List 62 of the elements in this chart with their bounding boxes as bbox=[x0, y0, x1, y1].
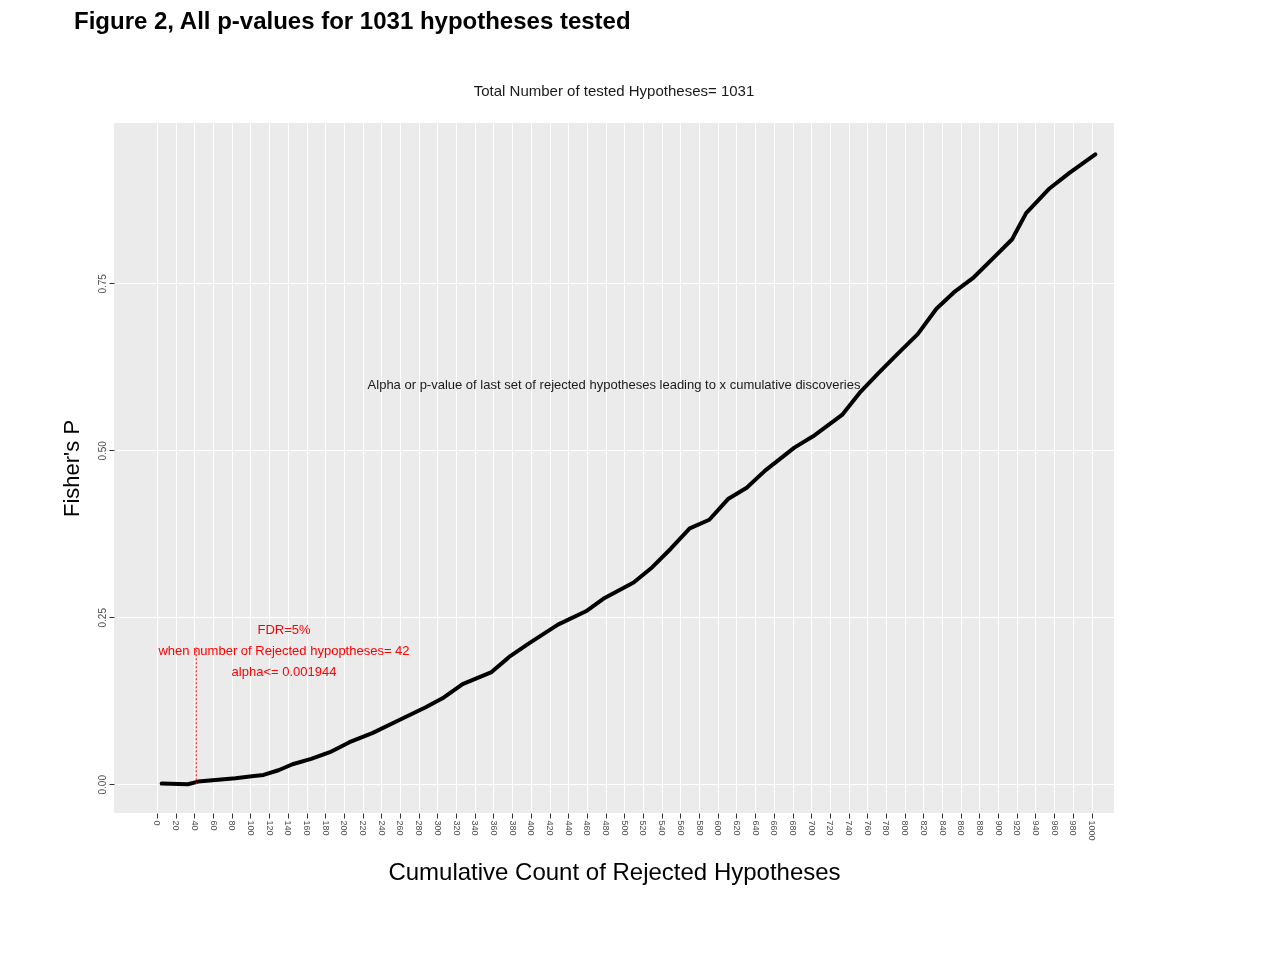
y-tick-label: 0.00 bbox=[96, 774, 108, 795]
x-tick-label: 320 bbox=[451, 820, 462, 836]
x-tick-label: 360 bbox=[488, 820, 499, 836]
x-tick-label: 900 bbox=[993, 820, 1004, 836]
x-tick-label: 840 bbox=[937, 820, 948, 836]
x-tick-label: 920 bbox=[1012, 820, 1023, 836]
x-tick-label: 200 bbox=[339, 820, 350, 836]
x-tick-label: 580 bbox=[694, 820, 705, 836]
x-tick-label: 560 bbox=[675, 820, 686, 836]
x-tick-label: 820 bbox=[918, 820, 929, 836]
x-tick-label: 980 bbox=[1068, 820, 1079, 836]
x-tick-label: 180 bbox=[320, 820, 331, 836]
x-tick-label: 480 bbox=[601, 820, 612, 836]
annotation: Alpha or p-value of last set of rejected hypotheses leading to x cumulative discoveries bbox=[367, 377, 861, 393]
y-tick-label: 0.25 bbox=[96, 607, 108, 628]
y-axis-title: Fisher's P bbox=[58, 419, 84, 518]
x-tick-label: 220 bbox=[358, 820, 369, 836]
x-tick-label: 940 bbox=[1031, 820, 1041, 836]
x-tick-label: 600 bbox=[713, 820, 724, 836]
x-tick-label: 100 bbox=[245, 820, 256, 836]
x-tick-label: 120 bbox=[264, 820, 275, 836]
x-tick-label: 660 bbox=[769, 820, 780, 836]
line-series bbox=[159, 152, 1098, 787]
x-tick-label: 440 bbox=[563, 820, 574, 836]
x-tick-label: 240 bbox=[376, 820, 387, 836]
x-tick-label: 460 bbox=[582, 820, 593, 836]
x-tick-label: 40 bbox=[189, 820, 200, 831]
x-tick-label: 960 bbox=[1049, 820, 1060, 836]
x-tick-label: 380 bbox=[507, 820, 518, 836]
x-tick-label: 1000 bbox=[1087, 820, 1098, 841]
x-tick-label: 640 bbox=[750, 820, 761, 836]
x-tick-label: 500 bbox=[619, 820, 630, 836]
chart-subtitle: Total Number of tested Hypotheses= 1031 bbox=[473, 82, 755, 99]
x-tick-label: 80 bbox=[227, 820, 238, 831]
x-tick-label: 720 bbox=[825, 820, 836, 836]
x-tick-label: 140 bbox=[283, 820, 294, 836]
y-tick-label: 0.50 bbox=[96, 440, 108, 461]
x-tick-label: 0 bbox=[152, 820, 163, 826]
chart-title: Figure 2, All p-values for 1031 hypotheses tested bbox=[74, 7, 631, 34]
x-tick-label: 620 bbox=[731, 820, 742, 836]
x-tick-label: 760 bbox=[862, 820, 873, 836]
annotation: FDR=5% when number of Rejected hypoptheses= 42 alpha<= 0.001944 bbox=[157, 622, 410, 680]
x-tick-label: 800 bbox=[900, 820, 911, 836]
x-tick-label: 280 bbox=[414, 820, 425, 836]
x-tick-label: 60 bbox=[208, 820, 219, 831]
x-tick-label: 400 bbox=[526, 820, 537, 836]
x-tick-label: 520 bbox=[638, 820, 649, 836]
x-tick-label: 880 bbox=[974, 820, 985, 836]
x-tick-label: 780 bbox=[881, 820, 892, 836]
x-tick-label: 420 bbox=[545, 820, 556, 836]
x-tick-label: 20 bbox=[171, 820, 182, 831]
x-tick-label: 860 bbox=[956, 820, 967, 836]
y-tick-label: 0.75 bbox=[96, 273, 108, 294]
x-tick-label: 160 bbox=[302, 820, 313, 836]
x-tick-label: 680 bbox=[788, 820, 798, 836]
x-tick-label: 300 bbox=[432, 820, 443, 836]
x-tick-label: 260 bbox=[395, 820, 406, 836]
x-tick-label: 540 bbox=[657, 820, 668, 836]
x-axis-title: Cumulative Count of Rejected Hypotheses bbox=[388, 857, 841, 885]
x-tick-label: 700 bbox=[806, 820, 817, 836]
x-tick-label: 340 bbox=[470, 820, 481, 836]
x-tick-label: 740 bbox=[844, 820, 855, 836]
